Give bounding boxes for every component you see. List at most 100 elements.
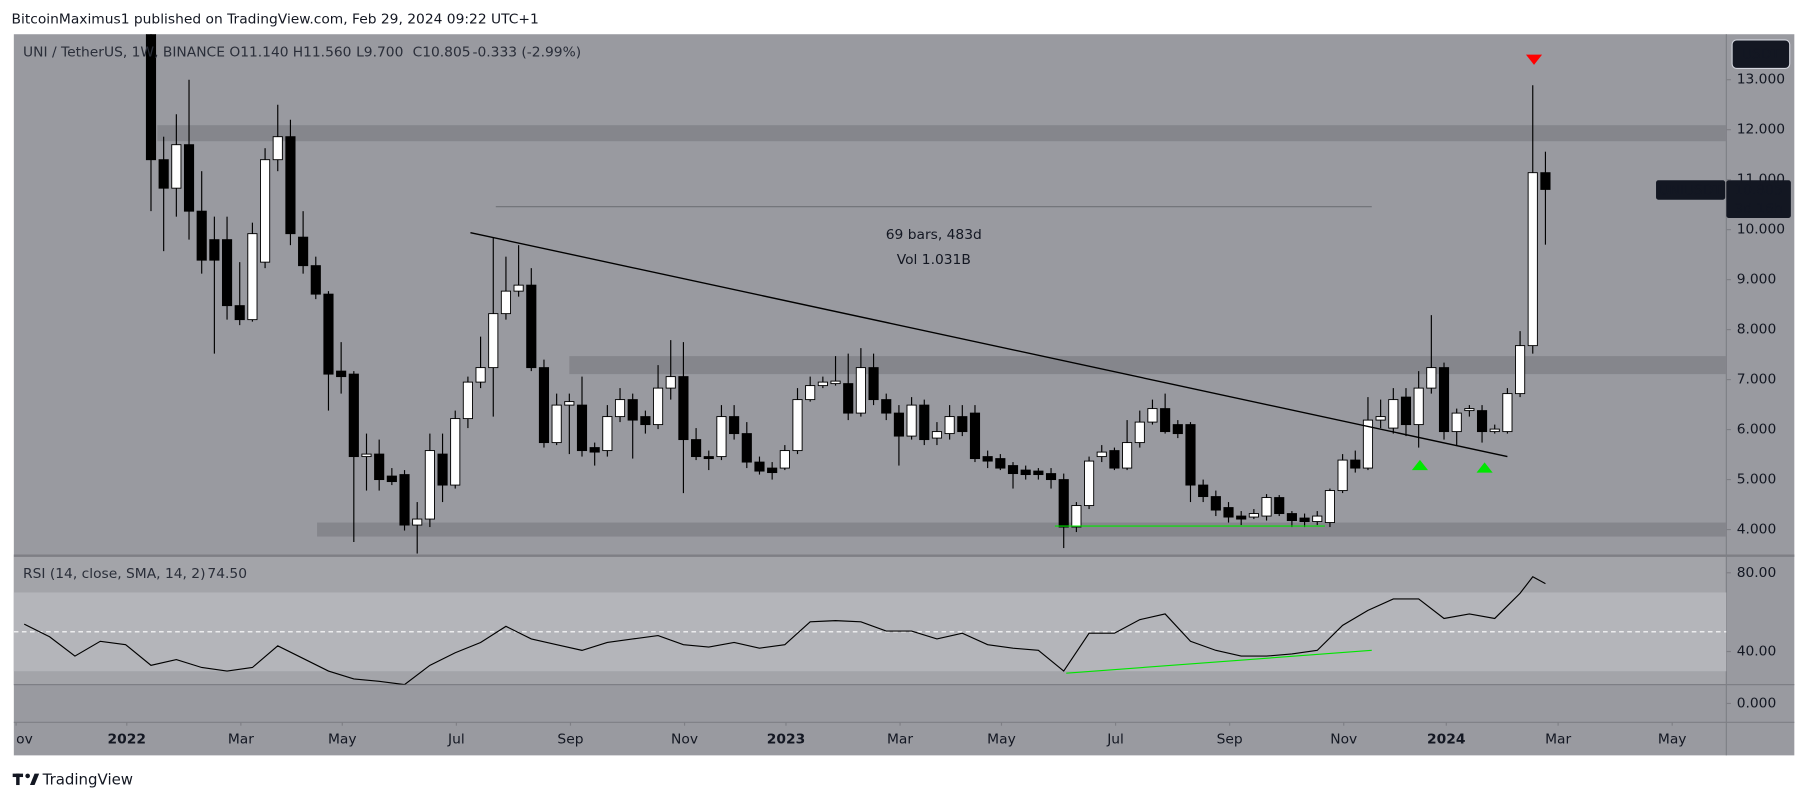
candle-body (462, 381, 473, 420)
candle-body (779, 450, 790, 469)
candle-body (843, 383, 854, 414)
zone (569, 356, 1727, 375)
y-tick-label: 9.000 (1737, 272, 1777, 288)
candle-body (1324, 490, 1335, 524)
candle-body (754, 461, 765, 472)
candle-body (1426, 367, 1437, 389)
candle-body (500, 290, 512, 315)
candle-body (678, 376, 689, 441)
candle-body (1527, 172, 1538, 347)
candle-body (183, 144, 195, 212)
publisher-text: BitcoinMaximus1 published on TradingView… (12, 11, 539, 27)
symbol-label: UNIUSDT (1659, 183, 1722, 199)
candle-body (741, 433, 752, 463)
candle-body (1350, 459, 1361, 469)
candle-body (652, 387, 664, 426)
candle-body (1122, 442, 1133, 469)
candle-body (1185, 424, 1196, 486)
rsi-divergence (1066, 649, 1372, 674)
candle-body (1438, 367, 1450, 433)
candle-body (412, 518, 423, 526)
candle-body (1071, 505, 1082, 528)
logo-icon (25, 773, 30, 779)
x-tick-label: May (987, 731, 1016, 747)
candle-body (576, 404, 588, 452)
x-tick-label: ov (16, 731, 33, 747)
candle-body (957, 416, 968, 433)
candle-body (665, 376, 676, 389)
candle-body (1172, 424, 1183, 435)
currency-label[interactable]: USDT (1742, 47, 1781, 63)
candle-body (488, 313, 499, 369)
x-tick-label: Mar (1545, 731, 1571, 747)
candle-body (995, 458, 1006, 469)
candle-body (1489, 428, 1500, 433)
y-tick-label: 4.000 (1737, 522, 1777, 538)
y-tick-label: 8.000 (1737, 322, 1777, 338)
y-tick-label: 13.000 (1737, 72, 1785, 88)
candle-body (1286, 513, 1297, 522)
candle-body (1413, 387, 1424, 426)
candle-body (919, 404, 930, 441)
candle-body (1033, 470, 1044, 476)
candle-body (1515, 345, 1526, 395)
candle-body (1464, 408, 1475, 412)
x-tick-label: 2022 (108, 731, 146, 747)
candle-body (221, 239, 233, 307)
candle-body (792, 399, 803, 452)
candle-body (1400, 396, 1412, 426)
countdown-label: 3d 16h (1734, 201, 1782, 217)
price-label: 10.805 (1734, 183, 1782, 199)
candle-body (399, 474, 410, 526)
x-tick-label: May (1658, 731, 1687, 747)
candle-body (1210, 496, 1221, 511)
zone (157, 125, 1727, 142)
candle-body (1058, 479, 1069, 528)
candle-body (1261, 497, 1272, 517)
rsi-last: 74.50 (207, 566, 247, 582)
trend-line (470, 231, 1508, 458)
signal-marker (1411, 459, 1429, 471)
candle-body (906, 404, 917, 437)
x-tick-label: 2024 (1427, 731, 1465, 747)
candle-body (627, 399, 638, 421)
candle-body (196, 210, 207, 261)
measure-volume: Vol 1.031B (897, 252, 971, 268)
price-label-box (1726, 180, 1791, 218)
currency-button[interactable] (1731, 39, 1791, 70)
y-tick-label: 12.000 (1737, 122, 1785, 138)
signal-marker (1525, 54, 1543, 65)
x-tick-label: Nov (671, 731, 698, 747)
price-pane (145, 34, 1727, 554)
candle-body (260, 159, 271, 263)
y-tick-label: 7.000 (1737, 372, 1777, 388)
x-tick-label: Sep (557, 731, 583, 747)
candle-body (1236, 515, 1247, 520)
candle-body (1007, 465, 1019, 475)
measure-text: 69 bars, 483d (886, 227, 982, 243)
candle-body (1083, 460, 1095, 507)
candle-body (805, 385, 816, 401)
rsi-pane (13, 575, 1727, 685)
candle-body (1274, 497, 1285, 515)
candle-body (1540, 172, 1551, 190)
candle-body (881, 399, 892, 414)
rsi-title: RSI (14, close, SMA, 14, 2) (23, 566, 205, 582)
candle-body (1312, 515, 1323, 523)
symbol-label-box (1656, 180, 1726, 200)
candle-body (1147, 408, 1158, 423)
rsi-y-tick-label: 80.00 (1737, 565, 1777, 581)
candle-body (716, 416, 727, 458)
candle-body (475, 367, 486, 383)
candle-body (1198, 484, 1209, 498)
candle-body (602, 416, 613, 452)
candle-body (513, 284, 524, 292)
candle-body (424, 450, 435, 520)
candle-body (1451, 412, 1462, 433)
candle-body (1375, 416, 1386, 421)
candle-body (767, 467, 778, 474)
candle-body (1299, 517, 1310, 523)
candle-body (868, 367, 879, 401)
